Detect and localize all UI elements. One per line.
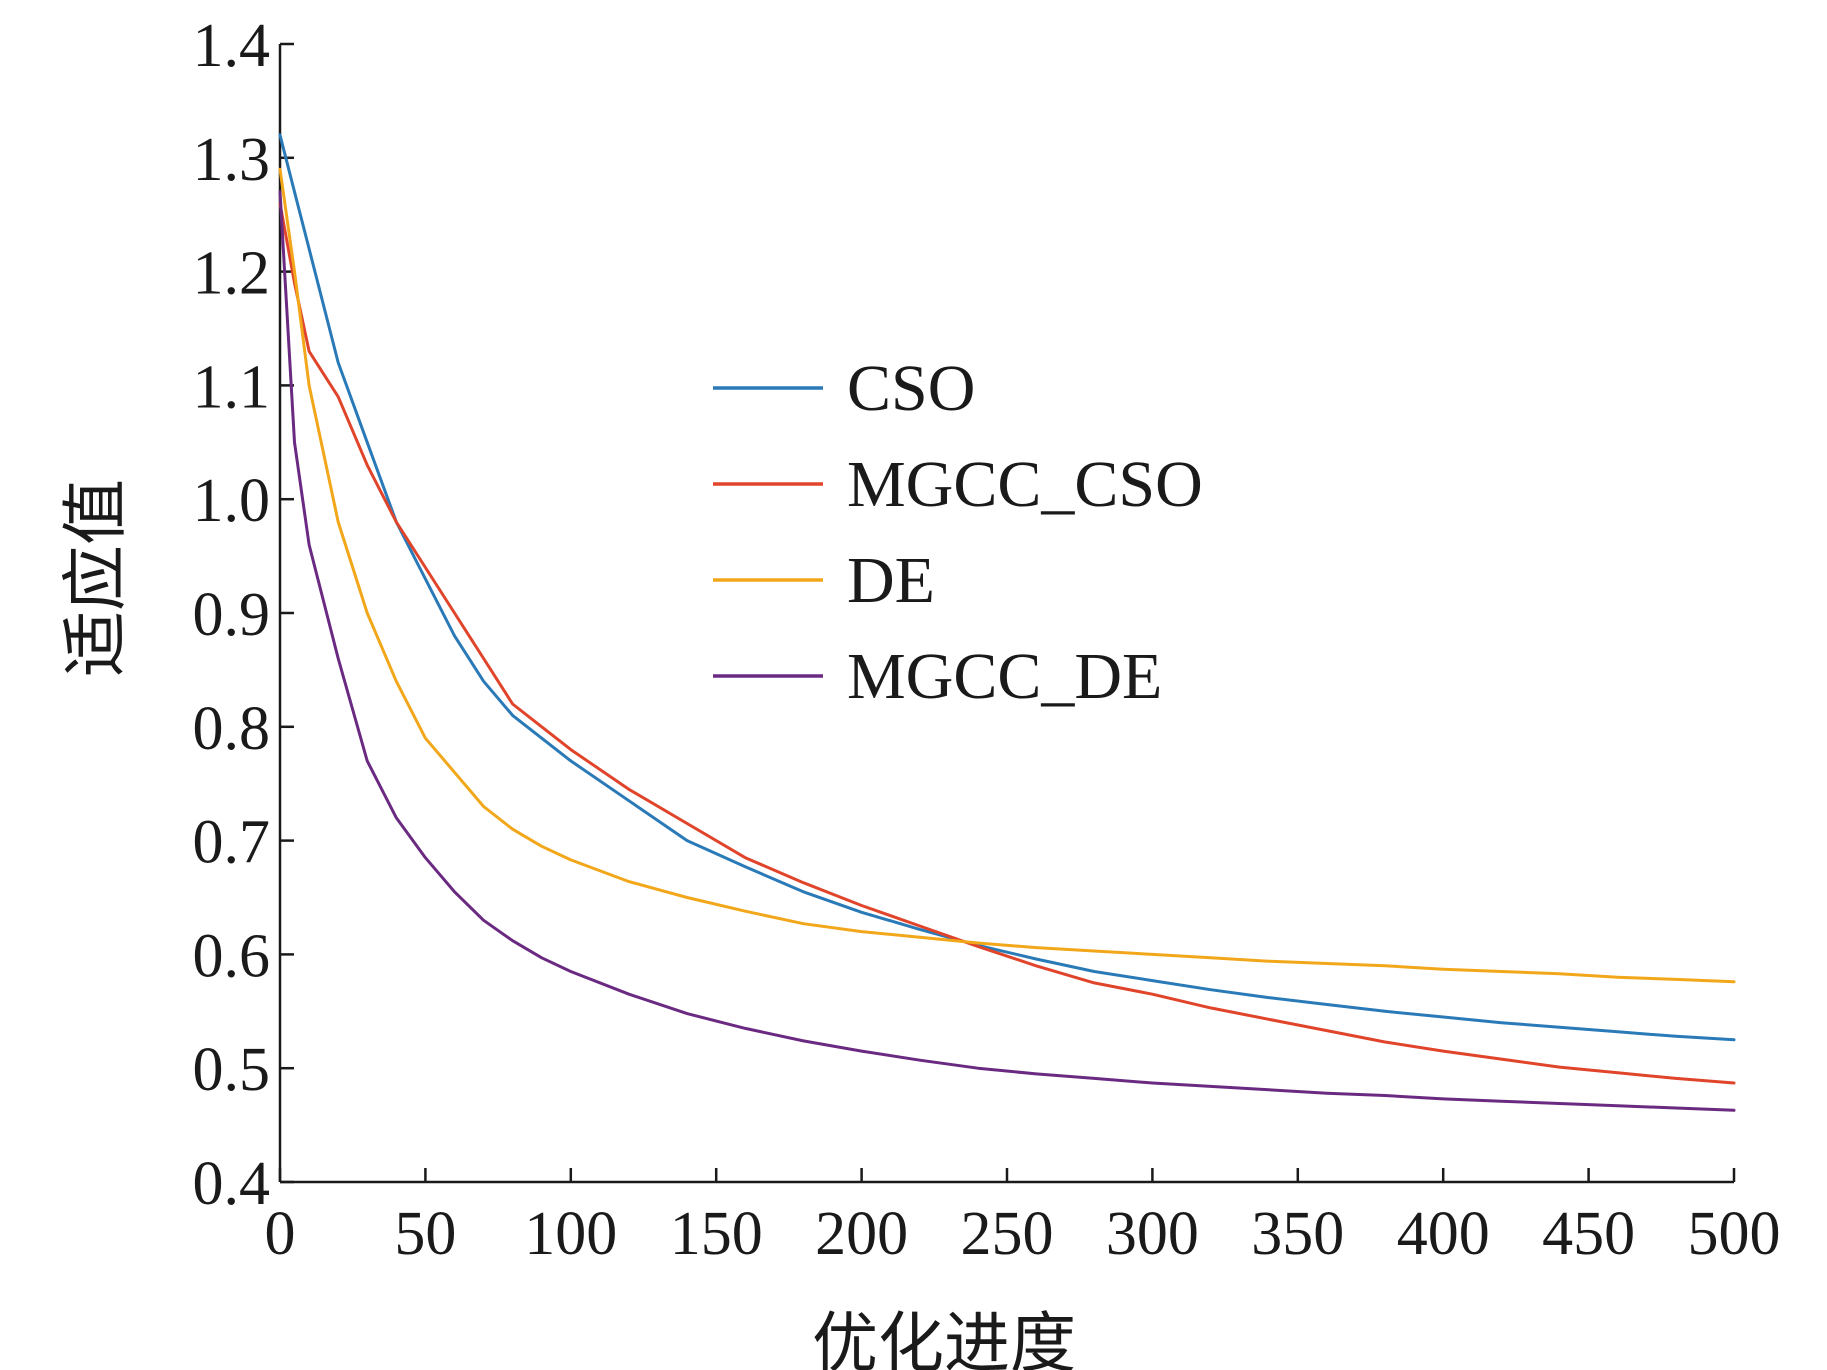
x-axis-title: 优化进度 (812, 1305, 1076, 1370)
y-tick-label: 0.5 (193, 1036, 271, 1104)
y-tick-label: 0.4 (193, 1150, 271, 1218)
x-tick-label: 250 (961, 1200, 1054, 1268)
y-tick-label: 1.0 (193, 467, 271, 535)
y-tick-label: 1.2 (193, 240, 271, 308)
axes: 0.4 0.5 0.6 0.7 0.8 0.9 1.0 1.1 1.2 1.3 1.4 0 50 100 1… (193, 12, 1781, 1268)
x-tick-label: 150 (670, 1200, 763, 1268)
legend-label-cso: CSO (847, 352, 975, 425)
x-tick-label: 50 (394, 1200, 456, 1268)
x-tick-label: 450 (1542, 1200, 1635, 1268)
y-tick-label: 0.8 (193, 695, 271, 763)
x-tick-label: 350 (1251, 1200, 1344, 1268)
legend-label-mgcc-de: MGCC_DE (847, 640, 1162, 713)
y-tick-label: 0.9 (193, 581, 271, 649)
series-line-cso (278, 133, 1736, 1042)
x-tick-label: 0 (265, 1200, 296, 1268)
x-tick-label: 100 (524, 1200, 617, 1268)
y-axis-title: 适应值 (57, 479, 134, 677)
y-tick-label: 0.7 (193, 809, 271, 877)
y-tick-label: 1.1 (193, 353, 271, 421)
x-tick-label: 500 (1688, 1200, 1781, 1268)
y-tick-label: 1.3 (193, 126, 271, 194)
legend-label-de: DE (847, 544, 935, 617)
series-layer (278, 133, 1736, 1112)
series-line-mgcc-cso (278, 201, 1736, 1085)
x-tick-label: 300 (1106, 1200, 1199, 1268)
series-line-mgcc-de (278, 190, 1736, 1112)
y-tick-label: 0.6 (193, 922, 271, 990)
legend: CSO MGCC_CSO DE MGCC_DE (713, 352, 1203, 713)
x-tick-label: 200 (815, 1200, 908, 1268)
x-tick-label: 400 (1397, 1200, 1490, 1268)
legend-label-mgcc-cso: MGCC_CSO (847, 448, 1203, 521)
series-line-de (278, 167, 1736, 984)
y-tick-label: 1.4 (193, 12, 271, 80)
